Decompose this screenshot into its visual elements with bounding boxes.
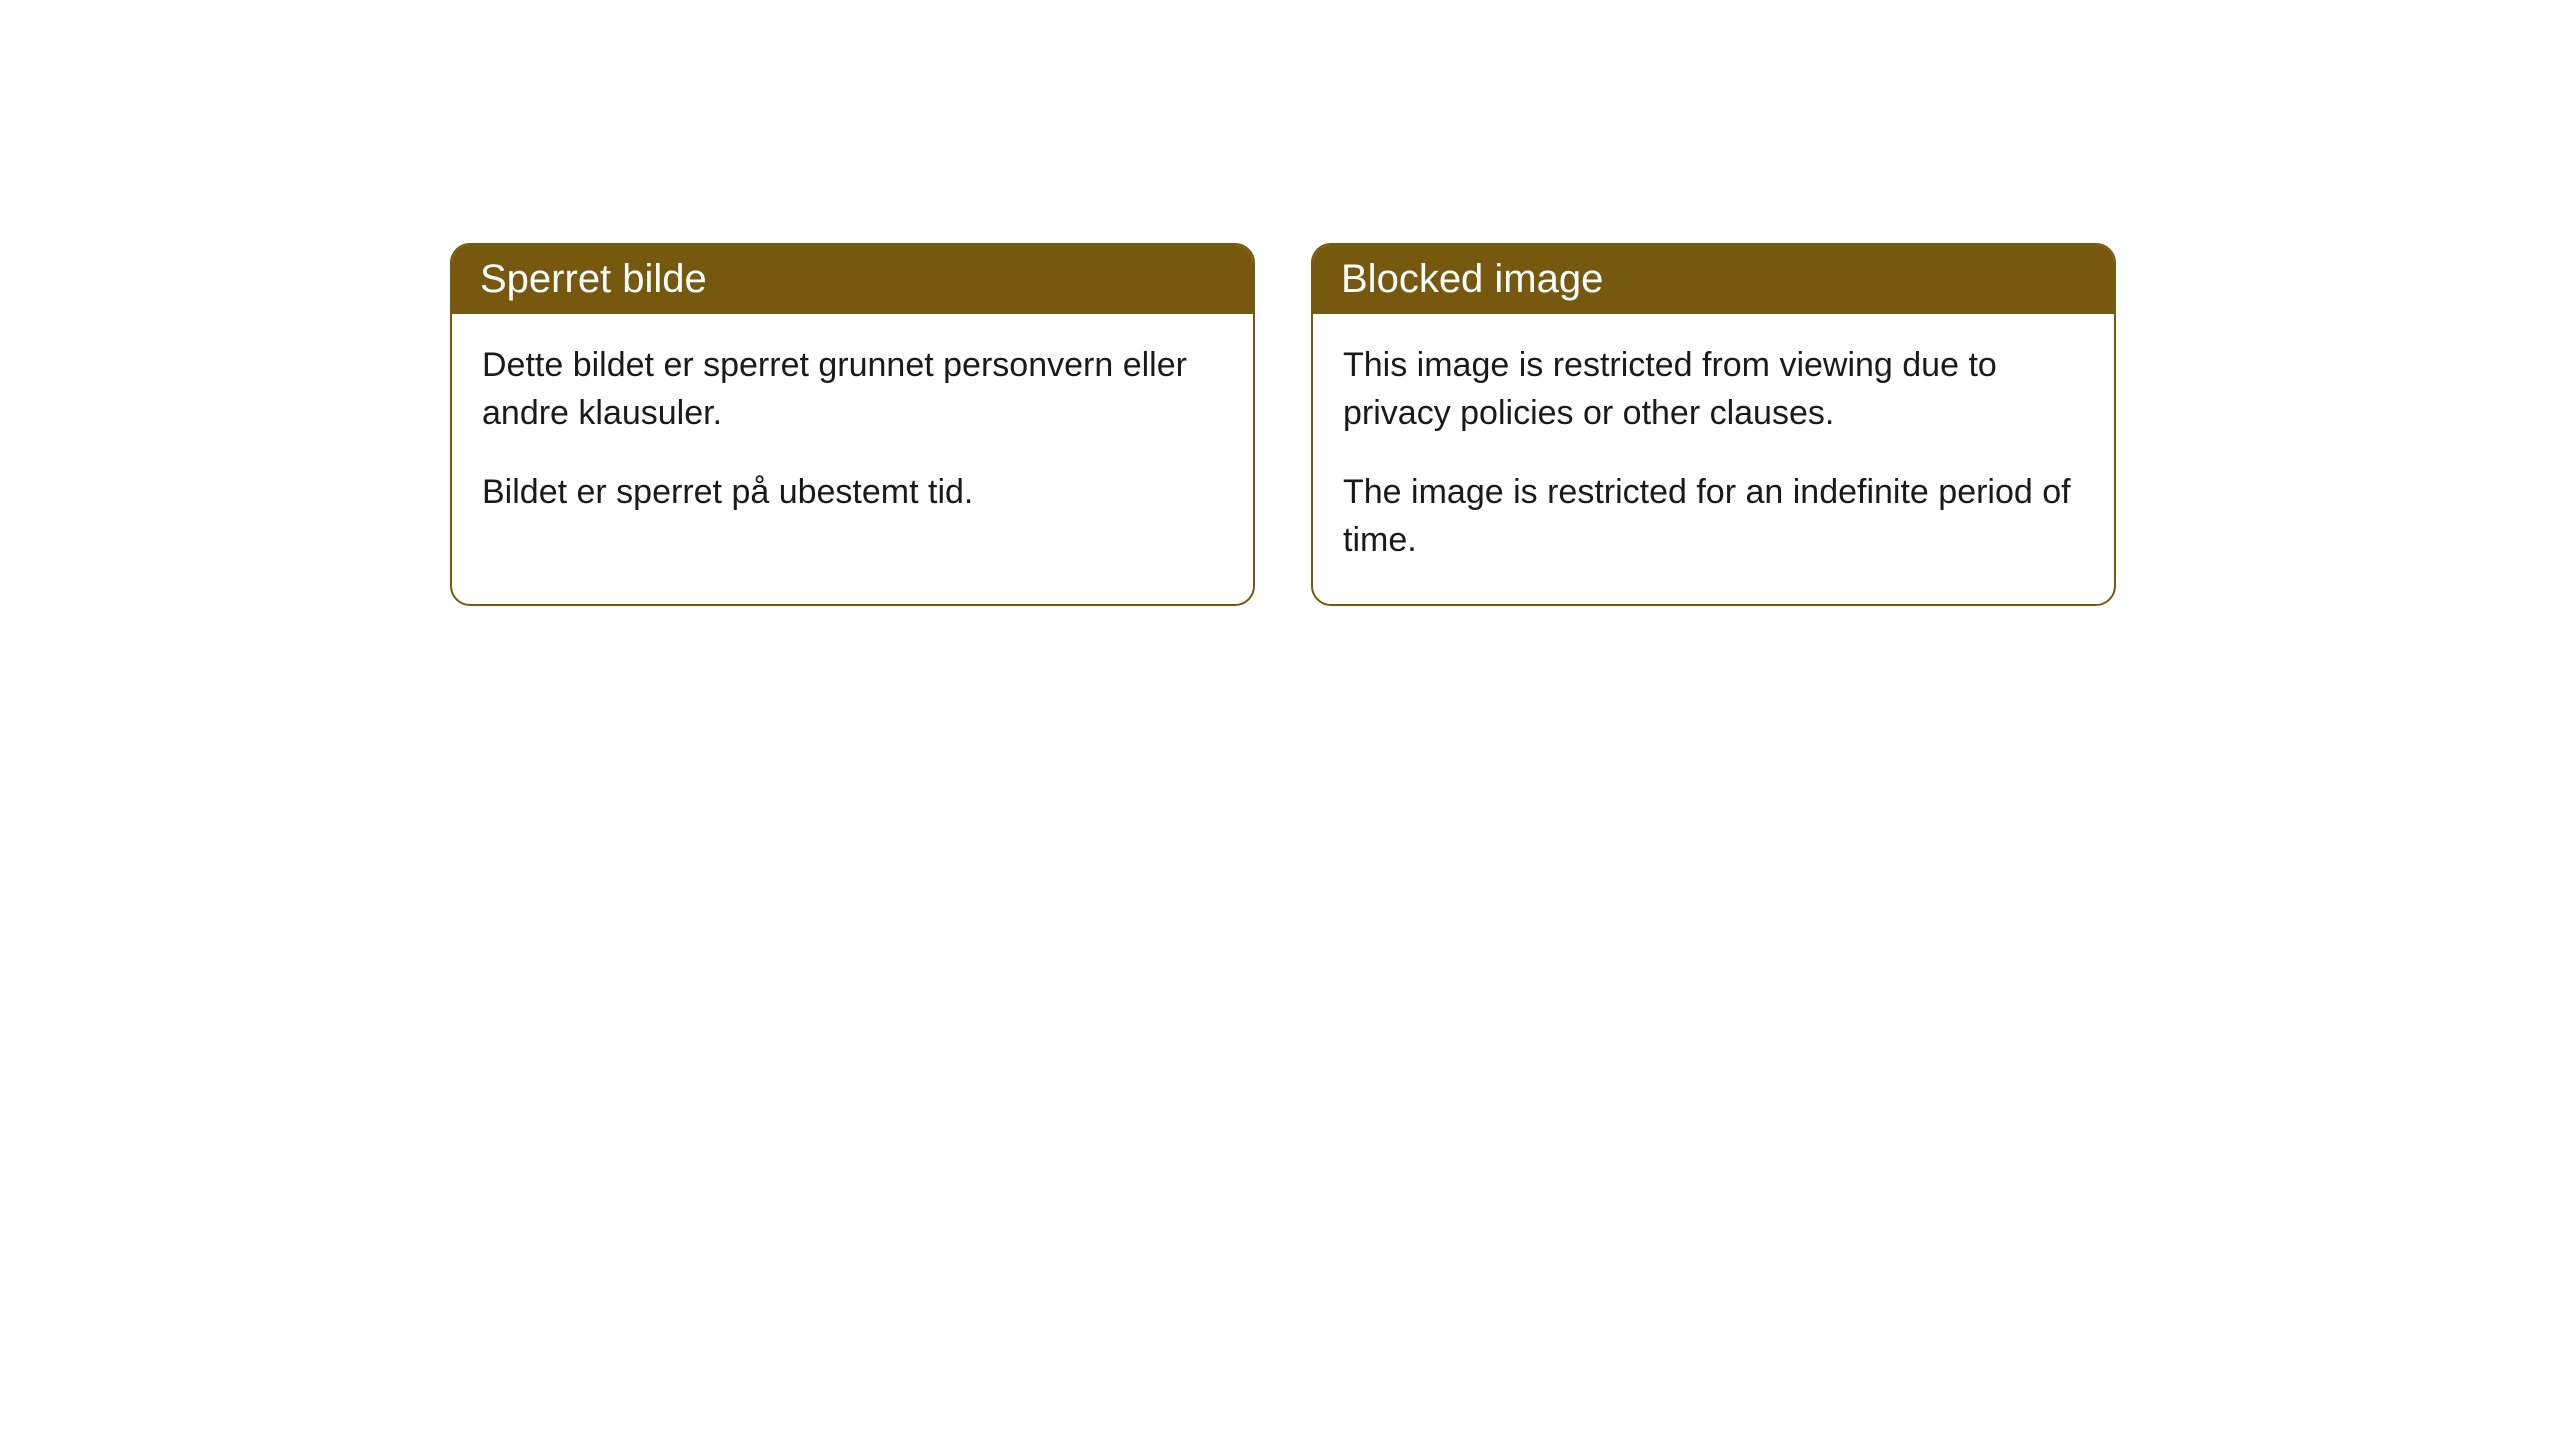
blocked-image-card-en: Blocked image This image is restricted f…	[1311, 243, 2116, 606]
card-text-en-1: This image is restricted from viewing du…	[1343, 342, 2084, 437]
card-text-en-2: The image is restricted for an indefinit…	[1343, 469, 2084, 564]
blocked-image-card-no: Sperret bilde Dette bildet er sperret gr…	[450, 243, 1255, 606]
card-body-en: This image is restricted from viewing du…	[1313, 314, 2114, 604]
cards-container: Sperret bilde Dette bildet er sperret gr…	[0, 0, 2560, 606]
card-body-no: Dette bildet er sperret grunnet personve…	[452, 314, 1253, 557]
card-text-no-2: Bildet er sperret på ubestemt tid.	[482, 469, 1223, 517]
card-header-en: Blocked image	[1313, 245, 2114, 314]
card-text-no-1: Dette bildet er sperret grunnet personve…	[482, 342, 1223, 437]
card-header-no: Sperret bilde	[452, 245, 1253, 314]
